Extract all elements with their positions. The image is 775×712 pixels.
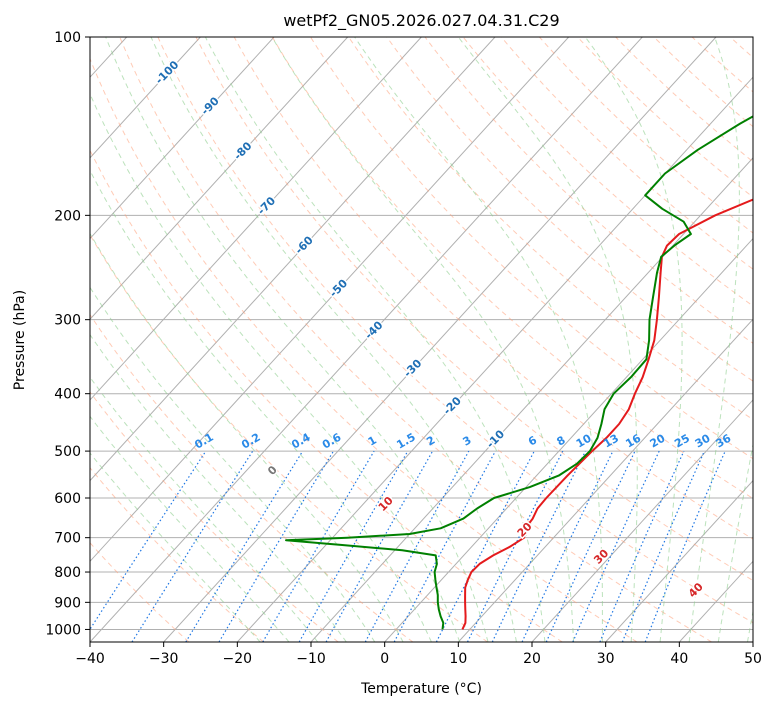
x-tick-label: 10 bbox=[449, 651, 467, 667]
x-tick-label: 20 bbox=[523, 651, 541, 667]
x-tick-label: 40 bbox=[670, 651, 688, 667]
y-tick-label: 400 bbox=[54, 387, 81, 403]
y-tick-label: 300 bbox=[54, 313, 81, 329]
chart-title: wetPf2_GN05.2026.027.04.31.C29 bbox=[283, 11, 559, 31]
y-tick-label: 200 bbox=[54, 208, 81, 224]
x-tick-label: −30 bbox=[149, 651, 179, 667]
x-tick-label: −20 bbox=[223, 651, 253, 667]
y-tick-label: 600 bbox=[54, 491, 81, 507]
y-tick-label: 900 bbox=[54, 595, 81, 611]
x-tick-label: −10 bbox=[296, 651, 326, 667]
y-tick-label: 700 bbox=[54, 531, 81, 547]
x-axis-title: Temperature (°C) bbox=[360, 681, 482, 697]
y-tick-label: 1000 bbox=[45, 622, 81, 638]
y-tick-label: 500 bbox=[54, 444, 81, 460]
y-axis-title: Pressure (hPa) bbox=[12, 290, 28, 390]
y-tick-label: 800 bbox=[54, 565, 81, 581]
y-tick-label: 100 bbox=[54, 30, 81, 46]
x-tick-label: −40 bbox=[75, 651, 105, 667]
x-tick-label: 0 bbox=[380, 651, 389, 667]
x-tick-label: 50 bbox=[744, 651, 762, 667]
x-tick-label: 30 bbox=[597, 651, 615, 667]
